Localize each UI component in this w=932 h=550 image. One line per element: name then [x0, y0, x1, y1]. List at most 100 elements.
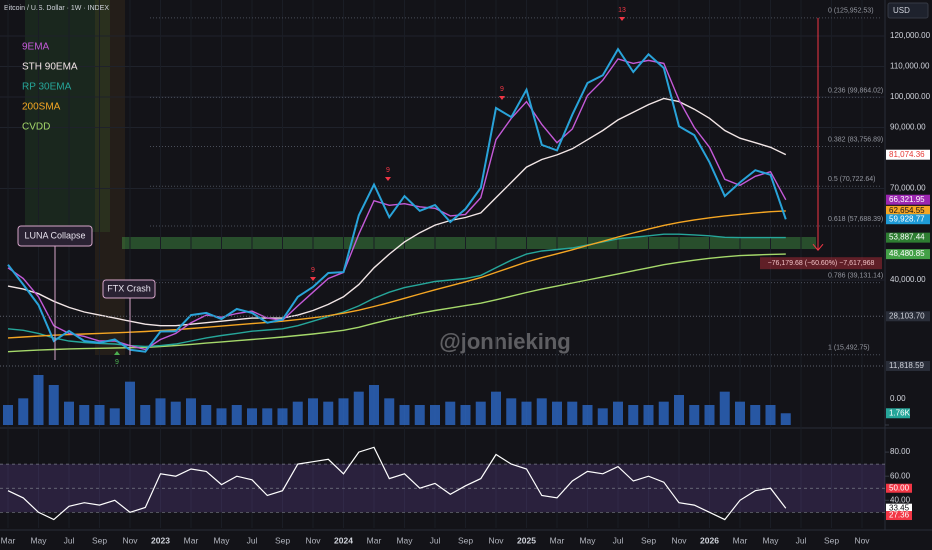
- price-marker-box: [886, 360, 930, 371]
- y-tick-label: 90,000.00: [890, 123, 926, 132]
- volume-bar: [384, 398, 395, 425]
- volume-bar: [186, 398, 196, 425]
- legend-entry: RP 30EMA: [22, 82, 72, 93]
- x-tick-label: 2025: [517, 535, 536, 545]
- fib-label: 0.5 (70,722.64): [828, 176, 875, 183]
- x-tick-label: Mar: [550, 535, 565, 545]
- x-tick-label: Nov: [488, 535, 504, 545]
- volume-bar: [18, 398, 29, 425]
- price-marker-label: 81,074.36: [889, 150, 925, 159]
- fib-label: 0.618 (57,688.39): [828, 216, 883, 223]
- x-tick-label: May: [396, 535, 413, 545]
- x-tick-label: Nov: [854, 535, 870, 545]
- rsi-line: [7, 446, 787, 521]
- volume-bar: [643, 405, 654, 425]
- volume-bar: [780, 413, 791, 425]
- volume-bar: [323, 401, 334, 425]
- volume-bar: [3, 405, 13, 425]
- td-signal: 13: [618, 7, 626, 14]
- td-arrow: [499, 96, 505, 100]
- volume-bar: [33, 375, 44, 425]
- chart-title: Bitcoin / U.S. Dollar · 1W · INDEX: [4, 5, 109, 12]
- volume-bar: [94, 405, 105, 425]
- x-tick-label: Mar: [367, 535, 382, 545]
- volume-current-label: 1.76K: [889, 408, 911, 417]
- volume-bar: [475, 401, 486, 425]
- volume-bar: [674, 395, 684, 425]
- volume-bar: [201, 405, 212, 425]
- volume-bar: [277, 408, 288, 425]
- volume-bar: [216, 408, 227, 425]
- y-tick-label: 40,000.00: [890, 275, 926, 284]
- volume-bar: [597, 408, 608, 425]
- volume-bar: [79, 405, 90, 425]
- legend-entry: CVDD: [22, 122, 50, 133]
- currency-box[interactable]: [887, 2, 929, 19]
- volume-tick-label: 0.00: [890, 394, 906, 403]
- x-tick-label: May: [30, 535, 47, 545]
- annotation-text: LUNA Collapse: [24, 230, 85, 240]
- td-signal: 9: [386, 167, 390, 174]
- currency[interactable]: USD: [893, 6, 910, 15]
- volume-bar: [628, 405, 639, 425]
- highlight-zone: [25, 0, 110, 232]
- volume-bar: [155, 398, 166, 425]
- x-tick-label: May: [213, 535, 230, 545]
- td-arrow: [619, 17, 625, 21]
- volume-bar: [445, 401, 456, 425]
- volume-bar: [109, 408, 120, 425]
- volume-bar: [430, 405, 440, 425]
- indicator-line: [7, 97, 787, 327]
- volume-bar: [262, 408, 273, 425]
- x-tick-label: Mar: [184, 535, 199, 545]
- volume-bar: [308, 398, 318, 425]
- volume-bar: [247, 408, 257, 425]
- x-tick-label: Jul: [64, 535, 75, 545]
- td-arrow: [310, 277, 316, 281]
- measure-box: [760, 257, 882, 270]
- volume-bar: [414, 405, 425, 425]
- volume-bar: [521, 401, 532, 425]
- td-signal: 9: [115, 359, 119, 366]
- volume-bar: [399, 405, 410, 425]
- volume-bar: [369, 385, 379, 425]
- volume-bar: [582, 405, 593, 425]
- legend-entry: 9EMA: [22, 42, 50, 53]
- indicator-line: [7, 233, 786, 348]
- legend-entry: 200SMA: [22, 102, 61, 113]
- volume-bar: [613, 401, 623, 425]
- price-marker-box: [886, 214, 930, 225]
- price-marker-box: [886, 149, 930, 160]
- rsi-marker-label: 27.36: [889, 511, 910, 520]
- x-tick-label: 2026: [700, 535, 719, 545]
- price-line: [7, 47, 787, 353]
- fib-label: 0.236 (99,864.02): [828, 87, 883, 94]
- x-tick-label: Jul: [430, 535, 441, 545]
- rsi-marker-label: 50.00: [889, 483, 910, 492]
- x-tick-label: Sep: [458, 535, 473, 545]
- price-marker-box: [886, 249, 930, 260]
- rsi-tick-label: 40.00: [890, 495, 911, 504]
- indicator-line: [7, 210, 786, 339]
- y-tick-label: 100,000.00: [890, 92, 931, 101]
- y-tick-label: 120,000.00: [890, 31, 931, 40]
- volume-bar: [231, 405, 242, 425]
- x-tick-label: Sep: [275, 535, 290, 545]
- volume-bar: [460, 405, 471, 425]
- td-arrow: [114, 351, 120, 355]
- td-signal: 9: [500, 86, 504, 93]
- rsi-tick-label: 60.00: [890, 471, 911, 480]
- y-tick-label: 110,000.00: [890, 62, 930, 71]
- watermark: @jonnieking: [439, 329, 570, 354]
- volume-bar: [48, 385, 59, 425]
- volume-current-box: [886, 408, 910, 419]
- annotation-box: [102, 279, 156, 299]
- fib-label: 1 (15,492.75): [828, 345, 870, 352]
- x-tick-label: Jul: [796, 535, 807, 545]
- price-marker-label: 53,887.44: [889, 233, 925, 242]
- td-arrow: [385, 177, 391, 181]
- rsi-marker-box: [886, 503, 912, 513]
- price-marker-box: [886, 194, 930, 205]
- annotation-box: [17, 225, 93, 247]
